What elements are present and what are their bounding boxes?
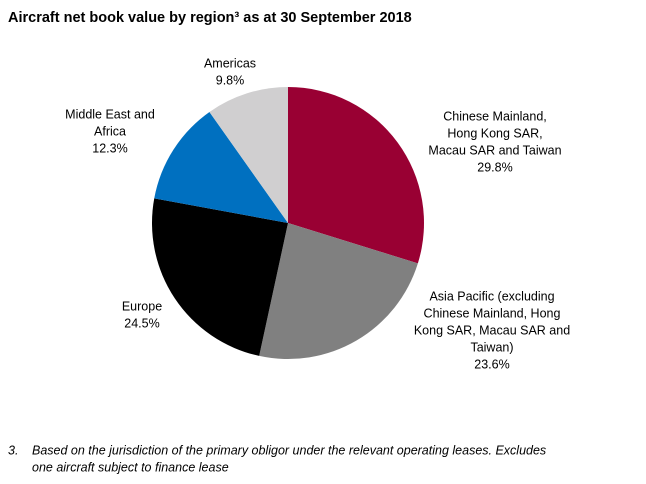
pie-slice xyxy=(209,87,288,223)
slice-label: Hong Kong SAR, xyxy=(447,126,542,140)
slice-label: Chinese Mainland, xyxy=(443,109,547,123)
value-label: 23.6% xyxy=(474,357,509,371)
slice-label: Africa xyxy=(94,124,126,138)
value-label: 9.8% xyxy=(216,73,245,87)
pie-slice xyxy=(259,223,418,360)
slice-label: Asia Pacific (excluding xyxy=(429,289,554,303)
value-label: 29.8% xyxy=(477,160,512,174)
slice-label: Europe xyxy=(122,299,162,313)
footnote-text: one aircraft subject to finance lease xyxy=(32,460,229,474)
pie-slice xyxy=(288,87,424,264)
footnote-marker: 3. xyxy=(8,443,18,457)
footnote-text: Based on the jurisdiction of the primary… xyxy=(32,443,546,457)
chart-title: Aircraft net book value by region³ as at… xyxy=(8,10,412,26)
pie-slice xyxy=(154,111,288,223)
slice-label: Macau SAR and Taiwan xyxy=(428,143,561,157)
value-label: 12.3% xyxy=(92,141,127,155)
slice-label: Taiwan) xyxy=(470,340,513,354)
pie-slice xyxy=(152,198,288,356)
slice-label: Chinese Mainland, Hong xyxy=(424,306,561,320)
value-label: 24.5% xyxy=(124,316,159,330)
slice-label: Middle East and xyxy=(65,107,155,121)
slice-label: Americas xyxy=(204,56,256,70)
slice-label: Kong SAR, Macau SAR and xyxy=(414,323,570,337)
